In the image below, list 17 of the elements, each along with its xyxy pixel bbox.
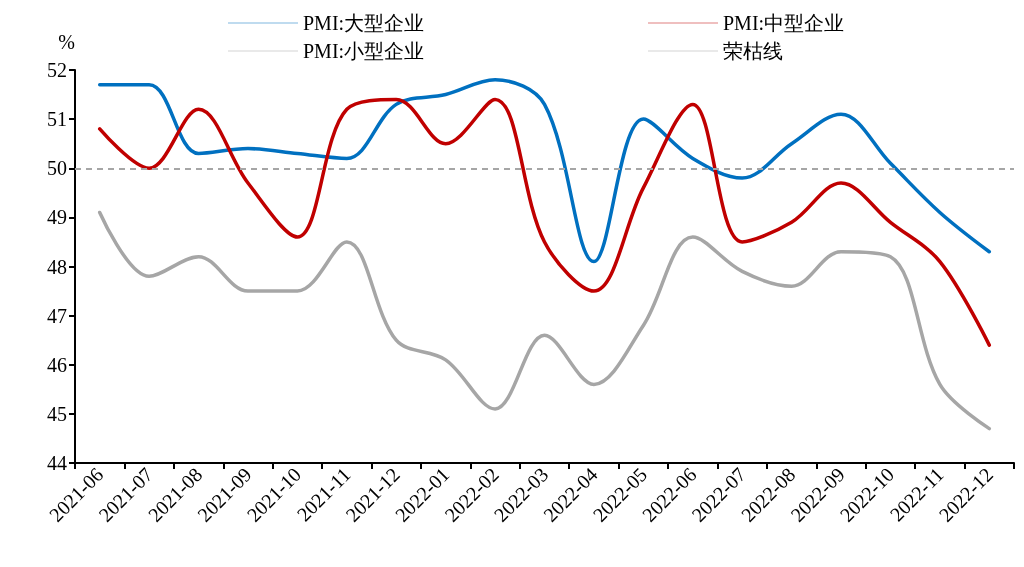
- legend-label: PMI:小型企业: [303, 40, 425, 62]
- line-series: [97, 210, 992, 431]
- line-series: [97, 78, 992, 264]
- y-tick-label: 50: [47, 157, 67, 180]
- y-tick-label: 52: [47, 59, 67, 81]
- line-series: [97, 97, 992, 347]
- y-axis-title: %: [58, 31, 75, 53]
- y-tick-label: 46: [47, 353, 67, 376]
- y-tick-label: 47: [47, 304, 67, 327]
- y-tick-label: 44: [47, 452, 67, 474]
- legend-label: PMI:中型企业: [723, 12, 845, 34]
- y-tick-label: 51: [47, 108, 67, 131]
- y-tick-label: 48: [47, 255, 67, 278]
- y-tick-label: 49: [47, 206, 67, 229]
- legend-label: 荣枯线: [723, 40, 783, 62]
- legend-label: PMI:大型企业: [303, 12, 425, 34]
- y-tick-label: 45: [47, 402, 67, 425]
